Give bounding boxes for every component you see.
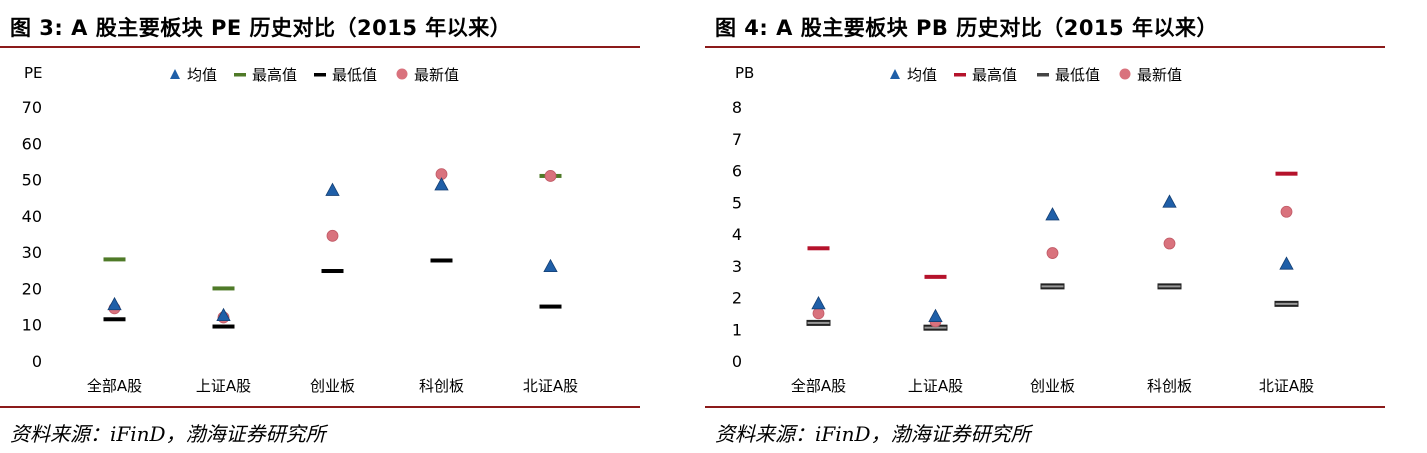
legend-label: 均值 (187, 66, 217, 84)
pb-chart: PB 0 1 2 3 4 5 6 7 8 全部A股 上证A股 创业板 科创板 北证A股 均值 最高值 最低值 最新值 (732, 64, 1314, 395)
latest-point (326, 229, 339, 242)
max-dash-mark (807, 246, 830, 251)
avg-point (216, 307, 231, 322)
min-dash-mark-highlight (924, 326, 947, 329)
y-axis-label: PE (24, 64, 43, 82)
avg-point (1162, 194, 1177, 208)
avg-point (1279, 256, 1294, 270)
x-tick-label: 北证A股 (523, 377, 578, 395)
x-tick-label: 创业板 (1030, 377, 1075, 395)
y-tick-label: 40 (22, 207, 42, 226)
avg-point (1045, 207, 1060, 221)
min-dash-mark-highlight (1275, 302, 1298, 305)
max-dash-mark (1275, 171, 1298, 176)
y-tick-label: 4 (732, 225, 742, 244)
avg-point (107, 296, 122, 311)
source-note: 资料来源：iFinD，渤海证券研究所 (10, 422, 326, 446)
y-tick-label: 6 (732, 162, 742, 181)
title-rule (0, 46, 640, 48)
y-tick-label: 7 (732, 130, 742, 149)
legend-marker-latest (1119, 68, 1131, 80)
legend-label: 最高值 (972, 66, 1017, 84)
x-tick-label: 全部A股 (791, 377, 846, 395)
max-dash-mark (103, 257, 126, 262)
y-tick-label: 5 (732, 193, 742, 212)
figure-title: 图 3: A 股主要板块 PE 历史对比（2015 年以来） (10, 16, 512, 40)
y-tick-label: 0 (32, 352, 42, 371)
pe-figure-panel: 图 3: A 股主要板块 PE 历史对比（2015 年以来） PE 0 10 20 30… (0, 0, 640, 453)
max-dash-mark (924, 274, 947, 279)
y-tick-label: 50 (22, 171, 42, 190)
y-tick-label: 2 (732, 289, 742, 308)
max-dash-mark (212, 286, 235, 291)
legend-marker-avg (890, 69, 900, 79)
source-rule (705, 406, 1385, 408)
min-dash-mark (103, 317, 126, 322)
legend-label: 最高值 (252, 66, 297, 84)
min-dash-mark-highlight (1158, 285, 1181, 288)
y-axis-label: PB (735, 64, 754, 82)
min-dash-mark (212, 324, 235, 329)
latest-point (812, 307, 825, 320)
legend-marker-min (314, 73, 326, 77)
avg-point (543, 258, 558, 273)
x-tick-label: 上证A股 (908, 377, 963, 395)
y-tick-label: 30 (22, 243, 42, 262)
y-tick-label: 70 (22, 98, 42, 117)
figure-title: 图 4: A 股主要板块 PB 历史对比（2015 年以来） (715, 16, 1218, 40)
min-dash-mark (430, 258, 453, 263)
x-tick-label: 创业板 (310, 377, 355, 395)
avg-point (434, 177, 449, 191)
min-dash-mark (321, 269, 344, 274)
legend-label: 均值 (907, 66, 937, 84)
legend-label: 最新值 (1137, 66, 1182, 84)
pe-chart: PE 0 10 20 30 40 50 60 70 全部A股 上证A股 创业板 科创板 北证A股 均值 最高值… (22, 64, 578, 395)
latest-point (1163, 237, 1176, 250)
legend-marker-avg (170, 69, 180, 79)
y-tick-label: 0 (732, 352, 742, 371)
title-rule (705, 46, 1385, 48)
min-dash-mark-highlight (807, 321, 830, 324)
legend-label: 最新值 (414, 66, 459, 84)
source-rule (0, 406, 640, 408)
avg-point (928, 308, 943, 322)
x-tick-label: 科创板 (419, 377, 464, 395)
legend-marker-latest (396, 68, 408, 80)
min-dash-mark (539, 304, 562, 309)
legend-label: 最低值 (332, 66, 377, 84)
x-tick-label: 全部A股 (87, 377, 142, 395)
y-tick-label: 3 (732, 257, 742, 276)
legend-label: 最低值 (1055, 66, 1100, 84)
y-tick-label: 10 (22, 316, 42, 335)
avg-point (811, 296, 826, 310)
y-tick-label: 60 (22, 134, 42, 153)
y-tick-label: 1 (732, 320, 742, 339)
min-dash-mark-highlight (1041, 285, 1064, 288)
pb-figure-panel: 图 4: A 股主要板块 PB 历史对比（2015 年以来） PB 0 1 2 3 4 5 6… (705, 0, 1385, 453)
latest-point (544, 170, 557, 182)
y-tick-label: 20 (22, 279, 42, 298)
avg-point (325, 182, 340, 196)
legend-marker-max (954, 73, 966, 77)
latest-point (1046, 247, 1059, 259)
latest-point (1280, 205, 1293, 218)
x-tick-label: 科创板 (1147, 377, 1192, 395)
legend-marker-min (1037, 73, 1049, 77)
y-tick-label: 8 (732, 98, 742, 117)
legend-marker-max (234, 73, 246, 77)
x-tick-label: 上证A股 (196, 377, 251, 395)
x-tick-label: 北证A股 (1259, 377, 1314, 395)
source-note: 资料来源：iFinD，渤海证券研究所 (715, 422, 1031, 446)
